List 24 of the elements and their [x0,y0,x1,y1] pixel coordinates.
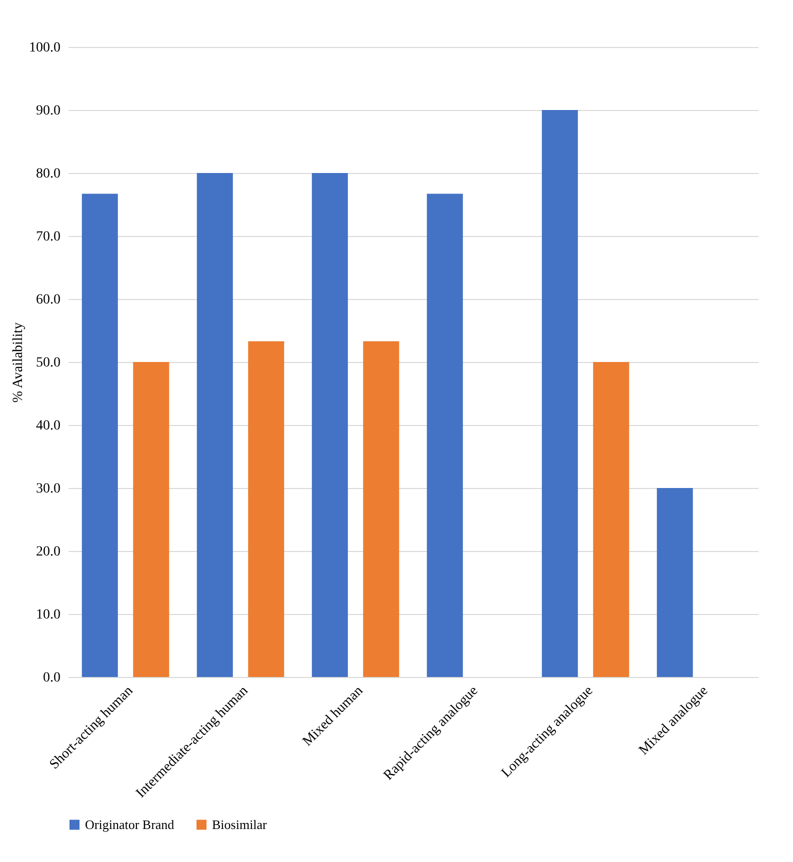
y-tick-label: 80.0 [36,166,60,182]
y-tick-label: 50.0 [36,356,60,370]
bar [542,110,578,677]
legend-label: Originator Brand [85,816,175,832]
y-tick-label: 70.0 [36,230,60,244]
bar [133,362,170,677]
y-tick-label: 40.0 [36,418,60,434]
bar [248,341,284,677]
bar [593,362,630,677]
y-axis-title: % Availability [11,322,26,403]
bar [196,173,233,677]
bar [363,341,400,677]
legend-label: Biosimilar [212,816,268,832]
y-tick-label: 100.0 [29,40,60,56]
bar [656,488,693,677]
y-tick-label: 90.0 [36,104,60,118]
bar [312,173,348,677]
bar [82,194,118,677]
bar [426,194,463,677]
y-tick-label: 10.0 [36,608,60,622]
y-tick-label: 60.0 [36,292,60,308]
y-tick-label: 20.0 [36,544,60,560]
y-tick-label: 0.0 [43,670,60,686]
y-tick-label: 30.0 [36,482,60,496]
